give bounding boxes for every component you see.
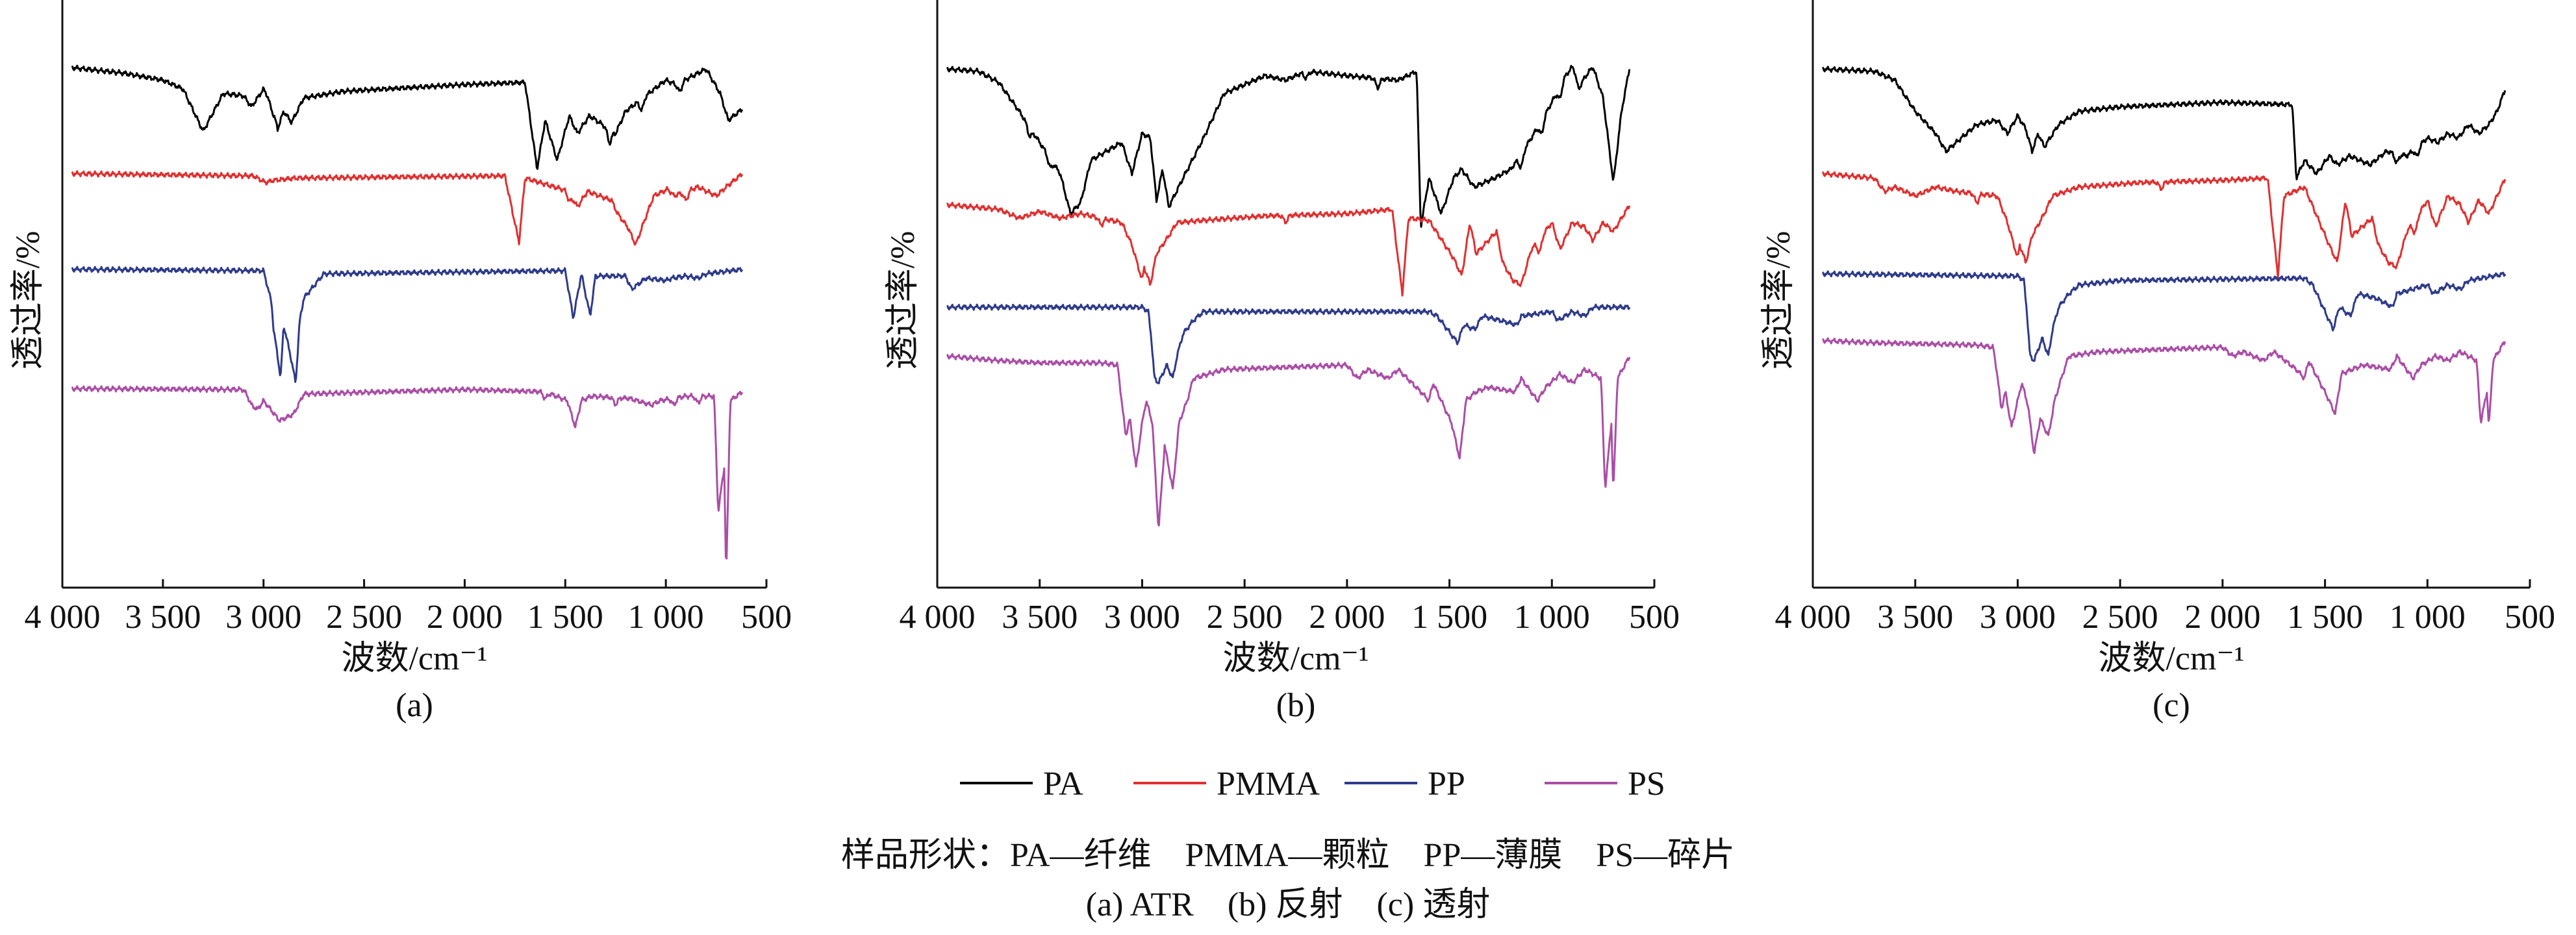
legend-entry-pa: PA — [960, 766, 1083, 803]
x-tick-label: 2 500 — [326, 599, 402, 636]
x-tick-label: 3 000 — [225, 599, 301, 636]
spectrum-pmma — [946, 201, 1630, 297]
legend: PA PMMA PP PS — [960, 766, 1665, 803]
spectrum-pa — [1822, 66, 2506, 181]
caption-panel-modes: (a) ATR (b) 反射 (c) 透射 — [1086, 886, 1490, 923]
x-axis-title: 波数/cm⁻¹ — [2098, 640, 2244, 677]
spectrum-pp — [946, 303, 1630, 384]
panel-label: (a) — [396, 687, 433, 724]
x-tick-label: 2 000 — [2184, 599, 2260, 636]
x-axis-title: 波数/cm⁻¹ — [1222, 640, 1369, 677]
x-tick-label: 3 000 — [1104, 599, 1180, 636]
x-tick-label: 500 — [1629, 599, 1680, 636]
legend-label-pmma: PMMA — [1217, 766, 1320, 803]
panel-group: 4 000 3 500 3 000 2 500 2 000 1 500 1 000 500 波数… — [10, 0, 2555, 724]
x-axis-title: 波数/cm⁻¹ — [341, 640, 487, 677]
caption-sample-forms: 样品形状：PA—纤维 PMMA—颗粒 PP—薄膜 PS—碎片 — [841, 837, 1735, 874]
x-tick-label: 4 000 — [25, 599, 101, 636]
legend-entry-ps: PS — [1545, 766, 1665, 803]
x-tick-label: 1 500 — [2287, 599, 2363, 636]
legend-label-pp: PP — [1428, 766, 1465, 803]
x-tick-label: 3 000 — [1980, 599, 2056, 636]
panel-label: (b) — [1276, 687, 1316, 724]
y-axis-title: 透过率/% — [885, 231, 922, 370]
x-tick-label: 1 500 — [527, 599, 603, 636]
panel-a: 4 000 3 500 3 000 2 500 2 000 1 500 1 000 500 波数… — [10, 0, 792, 724]
panel-label: (c) — [2153, 687, 2190, 724]
spectrum-pp — [71, 266, 743, 383]
x-tick-label: 2 000 — [1309, 599, 1385, 636]
x-tick-label: 3 500 — [125, 599, 201, 636]
spectrum-ps — [946, 353, 1630, 527]
spectrum-ps — [71, 385, 743, 560]
legend-label-pa: PA — [1043, 766, 1083, 803]
spectrum-ps — [1822, 337, 2506, 455]
x-tick-label: 2 500 — [1207, 599, 1283, 636]
panel-c: 4 000 3 500 3 000 2 500 2 000 1 500 1 000 500 波数… — [1760, 0, 2555, 724]
spectrum-pmma — [71, 170, 743, 246]
panel-b: 4 000 3 500 3 000 2 500 2 000 1 500 1 000 500 波数… — [885, 0, 1680, 724]
x-tick-label: 1 000 — [2390, 599, 2466, 636]
legend-entry-pmma: PMMA — [1133, 766, 1320, 803]
x-tick-label: 2 000 — [427, 599, 503, 636]
x-tick-label: 3 500 — [1877, 599, 1953, 636]
x-tick-label: 1 500 — [1411, 599, 1487, 636]
legend-label-ps: PS — [1628, 766, 1665, 803]
legend-entry-pp: PP — [1345, 766, 1465, 803]
x-tick-label: 500 — [741, 599, 792, 636]
spectrum-pmma — [1822, 170, 2506, 279]
y-axis-title: 透过率/% — [1760, 231, 1797, 370]
x-tick-label: 4 000 — [1775, 599, 1851, 636]
spectrum-pp — [1822, 270, 2506, 362]
x-tick-label: 1 000 — [628, 599, 704, 636]
y-axis-title: 透过率/% — [10, 231, 47, 370]
x-tick-label: 1 000 — [1514, 599, 1590, 636]
x-tick-label: 500 — [2505, 599, 2555, 636]
spectrum-pa — [71, 64, 743, 170]
x-tick-label: 2 500 — [2082, 599, 2158, 636]
x-tick-label: 3 500 — [1002, 599, 1078, 636]
spectrum-pa — [946, 64, 1630, 228]
x-tick-label: 4 000 — [900, 599, 976, 636]
